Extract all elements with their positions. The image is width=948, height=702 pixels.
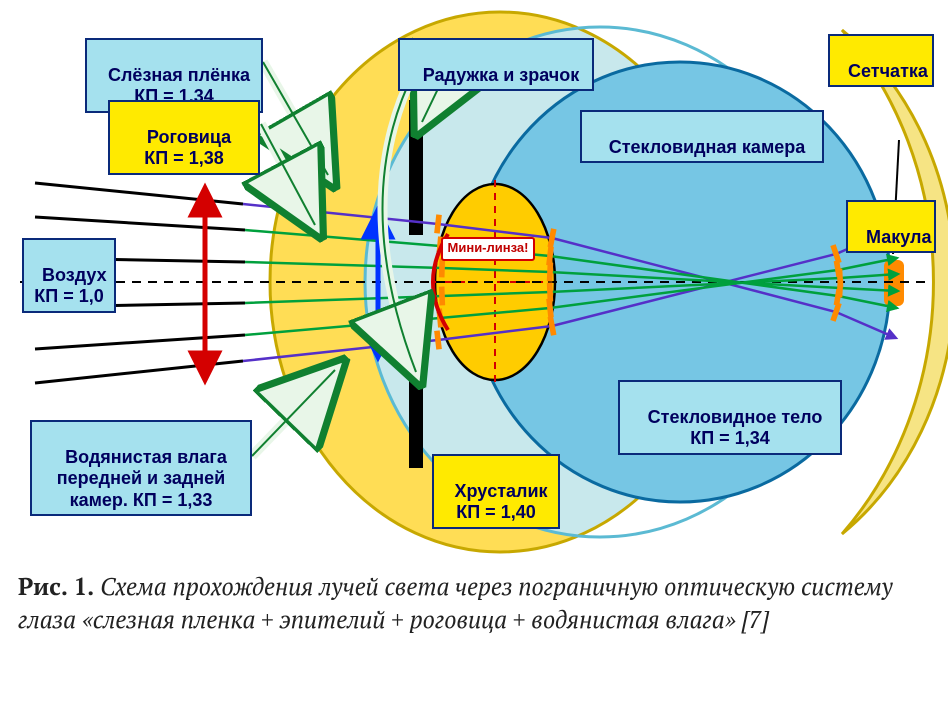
label-aqueous: Водянистая влага передней и задней камер… [30, 420, 252, 516]
label-vitreous-chamber-text: Стекловидная камера [609, 137, 806, 157]
label-air-text: Воздух КП = 1,0 [34, 265, 106, 307]
label-vitreous-chamber: Стекловидная камера [580, 110, 824, 163]
label-lens-text: Хруcталик КП = 1,40 [454, 481, 547, 523]
label-retina: Сетчатка [828, 34, 934, 87]
figure-canvas: Слёзная плёнка КП = 1,34 Роговица КП = 1… [0, 0, 948, 702]
caption-lead: Рис. 1. [18, 570, 94, 602]
label-iris: Радужка и зрачок [398, 38, 594, 91]
label-iris-text: Радужка и зрачок [423, 65, 579, 85]
label-vitreous-body: Стекловидное тело КП = 1,34 [618, 380, 842, 455]
label-lens: Хруcталик КП = 1,40 [432, 454, 560, 529]
caption-body: Схема прохождения лучей света через погр… [18, 570, 893, 635]
label-vitreous-body-text: Стекловидное тело КП = 1,34 [648, 407, 823, 449]
label-retina-text: Сетчатка [848, 61, 928, 81]
label-air: Воздух КП = 1,0 [22, 238, 116, 313]
label-macula: Макула [846, 200, 936, 253]
label-minilens-text: Мини-линза! [448, 240, 529, 255]
figure-caption: Рис. 1. Схема прохождения лучей света че… [18, 570, 930, 636]
label-cornea: Роговица КП = 1,38 [108, 100, 260, 175]
label-macula-text: Макула [866, 227, 931, 247]
label-aqueous-text: Водянистая влага передней и задней камер… [57, 447, 227, 510]
label-minilens: Мини-линза! [446, 240, 530, 255]
label-cornea-text: Роговица КП = 1,38 [144, 127, 231, 169]
